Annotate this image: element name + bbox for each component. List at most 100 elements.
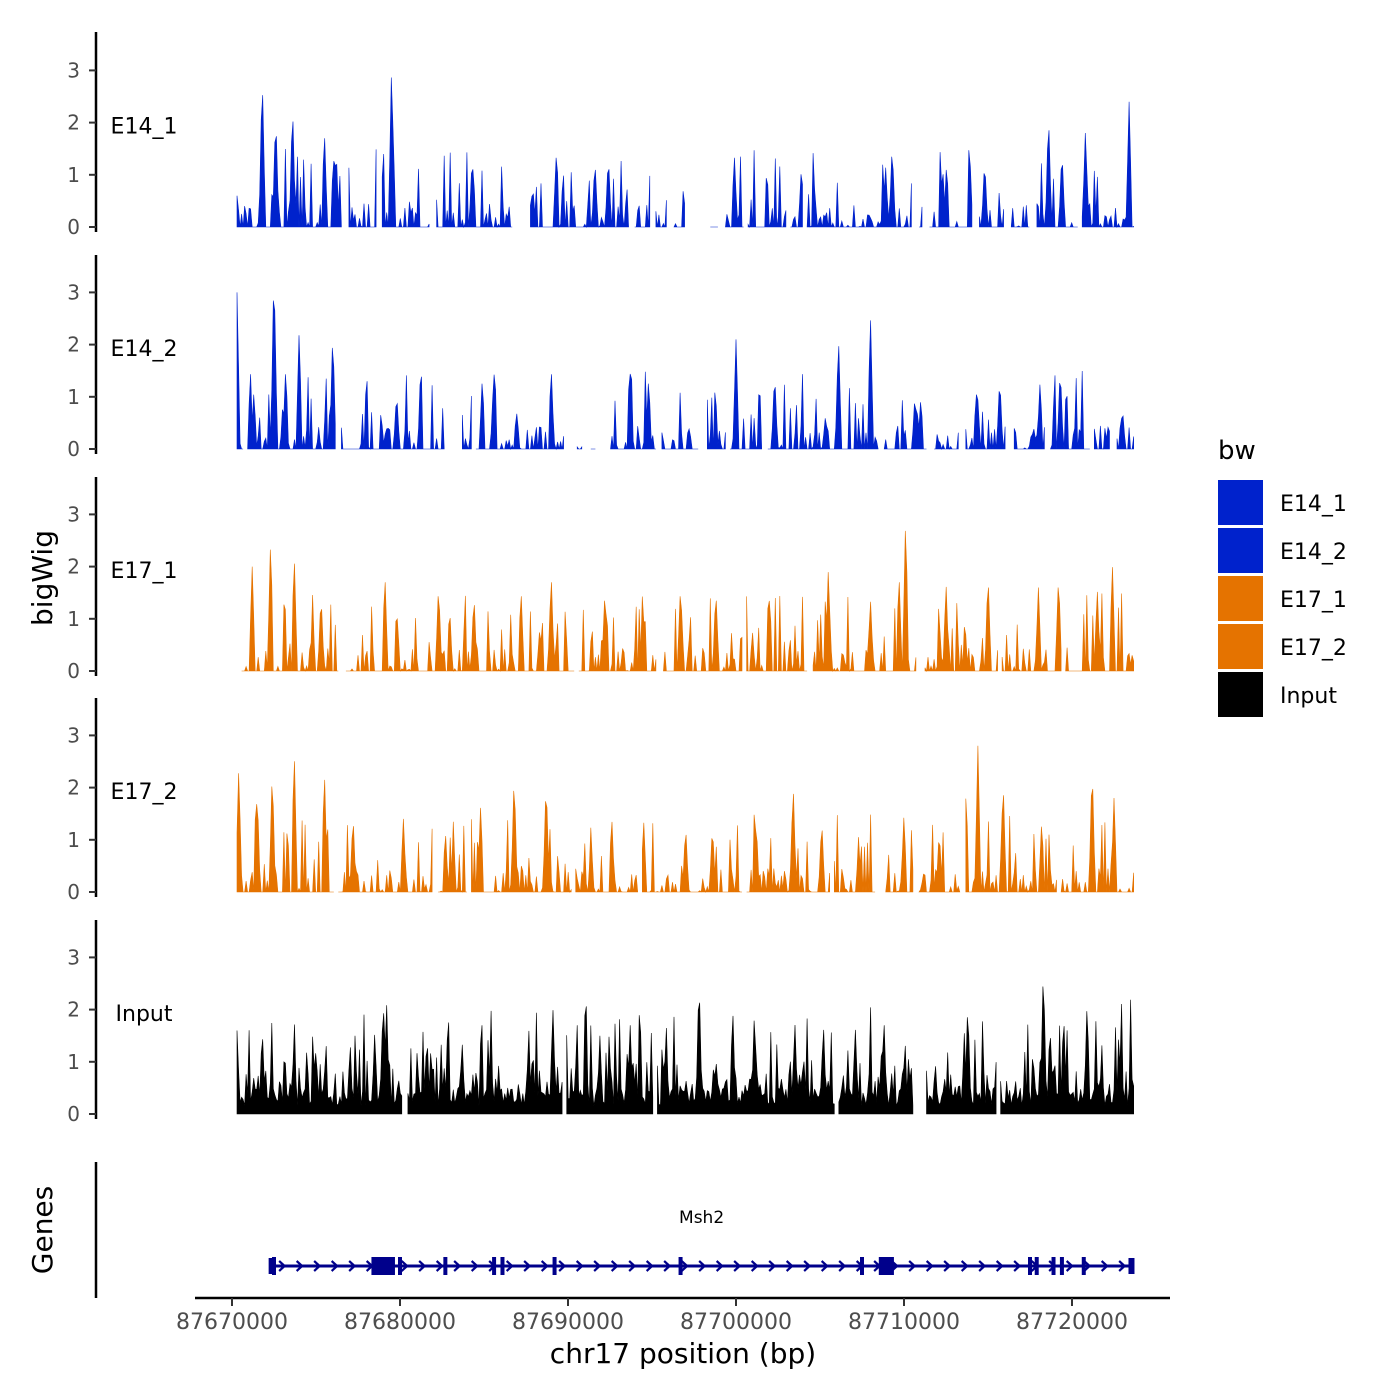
x-axis: 87670000 87680000 87690000 87700000 87710000… xyxy=(176,1296,1170,1370)
y-tick-label: 2 xyxy=(67,776,80,800)
strand-chevron xyxy=(978,1260,987,1272)
coverage-area xyxy=(575,821,639,893)
x-tick-label: 87680000 xyxy=(344,1310,456,1335)
coverage-area xyxy=(471,790,572,893)
y-tick-label: 0 xyxy=(67,215,80,239)
strand-chevron xyxy=(1083,1260,1092,1272)
exon xyxy=(1028,1257,1032,1275)
genes-panel: Genes Msh2 xyxy=(26,1162,1135,1298)
coverage-area xyxy=(746,595,808,672)
coverage-area xyxy=(634,175,651,228)
exon xyxy=(1059,1257,1064,1275)
coverage-area xyxy=(236,761,334,893)
strand-chevron xyxy=(820,1260,829,1272)
y-tick-label: 2 xyxy=(67,333,80,357)
gene-name-label: Msh2 xyxy=(679,1208,724,1228)
coverage-area xyxy=(341,375,445,450)
track-input: 0 1 2 3 Input xyxy=(67,920,1134,1126)
coverage-area xyxy=(661,392,699,450)
strand-chevron xyxy=(733,1260,742,1272)
coverage-area xyxy=(1094,425,1110,450)
coverage-area xyxy=(1116,415,1134,450)
coverage-area xyxy=(407,1010,563,1115)
legend-swatch xyxy=(1218,480,1263,525)
x-tick-label: 87700000 xyxy=(680,1310,792,1335)
strand-chevron xyxy=(295,1260,304,1272)
coverage-tracks: 0 1 2 3 E14_1 0 1 2 3 E14_2 0 1 2 3 E17_1 0 1 2 3 E17_2 0 1 2 3… xyxy=(67,32,1134,1126)
exon xyxy=(398,1257,402,1275)
x-axis-title: chr17 position (bp) xyxy=(550,1337,816,1370)
track-e17-1: 0 1 2 3 E17_1 xyxy=(67,477,1134,683)
y-tick-label: 1 xyxy=(67,1050,80,1074)
x-tick-label: 87670000 xyxy=(176,1310,288,1335)
exon xyxy=(492,1257,497,1275)
track-label: E17_2 xyxy=(111,780,178,805)
coverage-area xyxy=(883,400,927,450)
coverage-area xyxy=(657,1002,835,1115)
y-axis-title: bigWig xyxy=(26,530,59,626)
strand-chevron xyxy=(348,1260,357,1272)
coverage-area xyxy=(236,95,342,228)
coverage-area xyxy=(436,152,513,229)
exon xyxy=(443,1257,448,1275)
coverage-area xyxy=(475,374,564,451)
y-tick-label: 3 xyxy=(67,58,80,82)
coverage-area xyxy=(236,292,244,450)
coverage-area xyxy=(747,150,787,229)
coverage-area xyxy=(1060,788,1134,893)
y-tick-label: 2 xyxy=(67,111,80,135)
track-e17-2: 0 1 2 3 E17_2 xyxy=(67,698,1134,904)
strand-chevron xyxy=(785,1260,794,1272)
coverage-area xyxy=(1010,205,1030,228)
strand-chevron xyxy=(418,1260,427,1272)
coverage-area xyxy=(934,432,959,451)
exon xyxy=(1051,1257,1056,1275)
coverage-area xyxy=(338,818,433,893)
exon-block xyxy=(371,1257,395,1275)
coverage-area xyxy=(642,822,742,893)
y-tick-label: 1 xyxy=(67,385,80,409)
gene-start-cap xyxy=(268,1258,275,1274)
exon xyxy=(860,1257,864,1275)
coverage-area xyxy=(767,320,879,450)
coverage-area xyxy=(812,530,917,672)
coverage-area xyxy=(919,206,923,228)
coverage-area xyxy=(929,150,973,228)
coverage-area xyxy=(730,339,763,450)
coverage-area xyxy=(655,200,667,228)
strand-chevron xyxy=(313,1260,322,1272)
strand-chevron xyxy=(435,1260,444,1272)
strand-chevron xyxy=(680,1260,689,1272)
track-label: Input xyxy=(116,1002,173,1027)
track-e14-2: 0 1 2 3 E14_2 xyxy=(67,255,1134,461)
gene-model-msh2 xyxy=(268,1257,1135,1275)
strand-chevron xyxy=(628,1260,637,1272)
coverage-area xyxy=(663,596,743,672)
strand-chevron xyxy=(1118,1260,1127,1272)
coverage-area xyxy=(725,156,744,228)
legend-swatch xyxy=(1218,672,1263,717)
legend-items: E14_1 E14_2 E17_1 E17_2 Input xyxy=(1218,480,1347,717)
coverage-area xyxy=(746,793,830,893)
coverage-area xyxy=(247,300,336,450)
strand-chevron xyxy=(960,1260,969,1272)
coverage-area xyxy=(1013,384,1045,450)
strand-chevron xyxy=(838,1260,847,1272)
coverage-area xyxy=(566,1006,654,1115)
coverage-area xyxy=(1036,130,1078,228)
y-tick-label: 0 xyxy=(67,1102,80,1126)
coverage-area xyxy=(926,1017,997,1115)
coverage-area xyxy=(806,153,912,228)
y-tick-label: 1 xyxy=(67,828,80,852)
coverage-area xyxy=(838,1007,914,1115)
coverage-area xyxy=(610,371,656,450)
strand-chevron xyxy=(698,1260,707,1272)
coverage-area xyxy=(673,191,685,228)
x-axis-ticks: 87670000 87680000 87690000 87700000 87710000… xyxy=(176,1298,1128,1335)
legend-swatch xyxy=(1218,528,1263,573)
coverage-area xyxy=(1050,370,1090,450)
strand-chevron xyxy=(995,1260,1004,1272)
exon xyxy=(1034,1257,1039,1275)
coverage-area xyxy=(348,149,377,228)
